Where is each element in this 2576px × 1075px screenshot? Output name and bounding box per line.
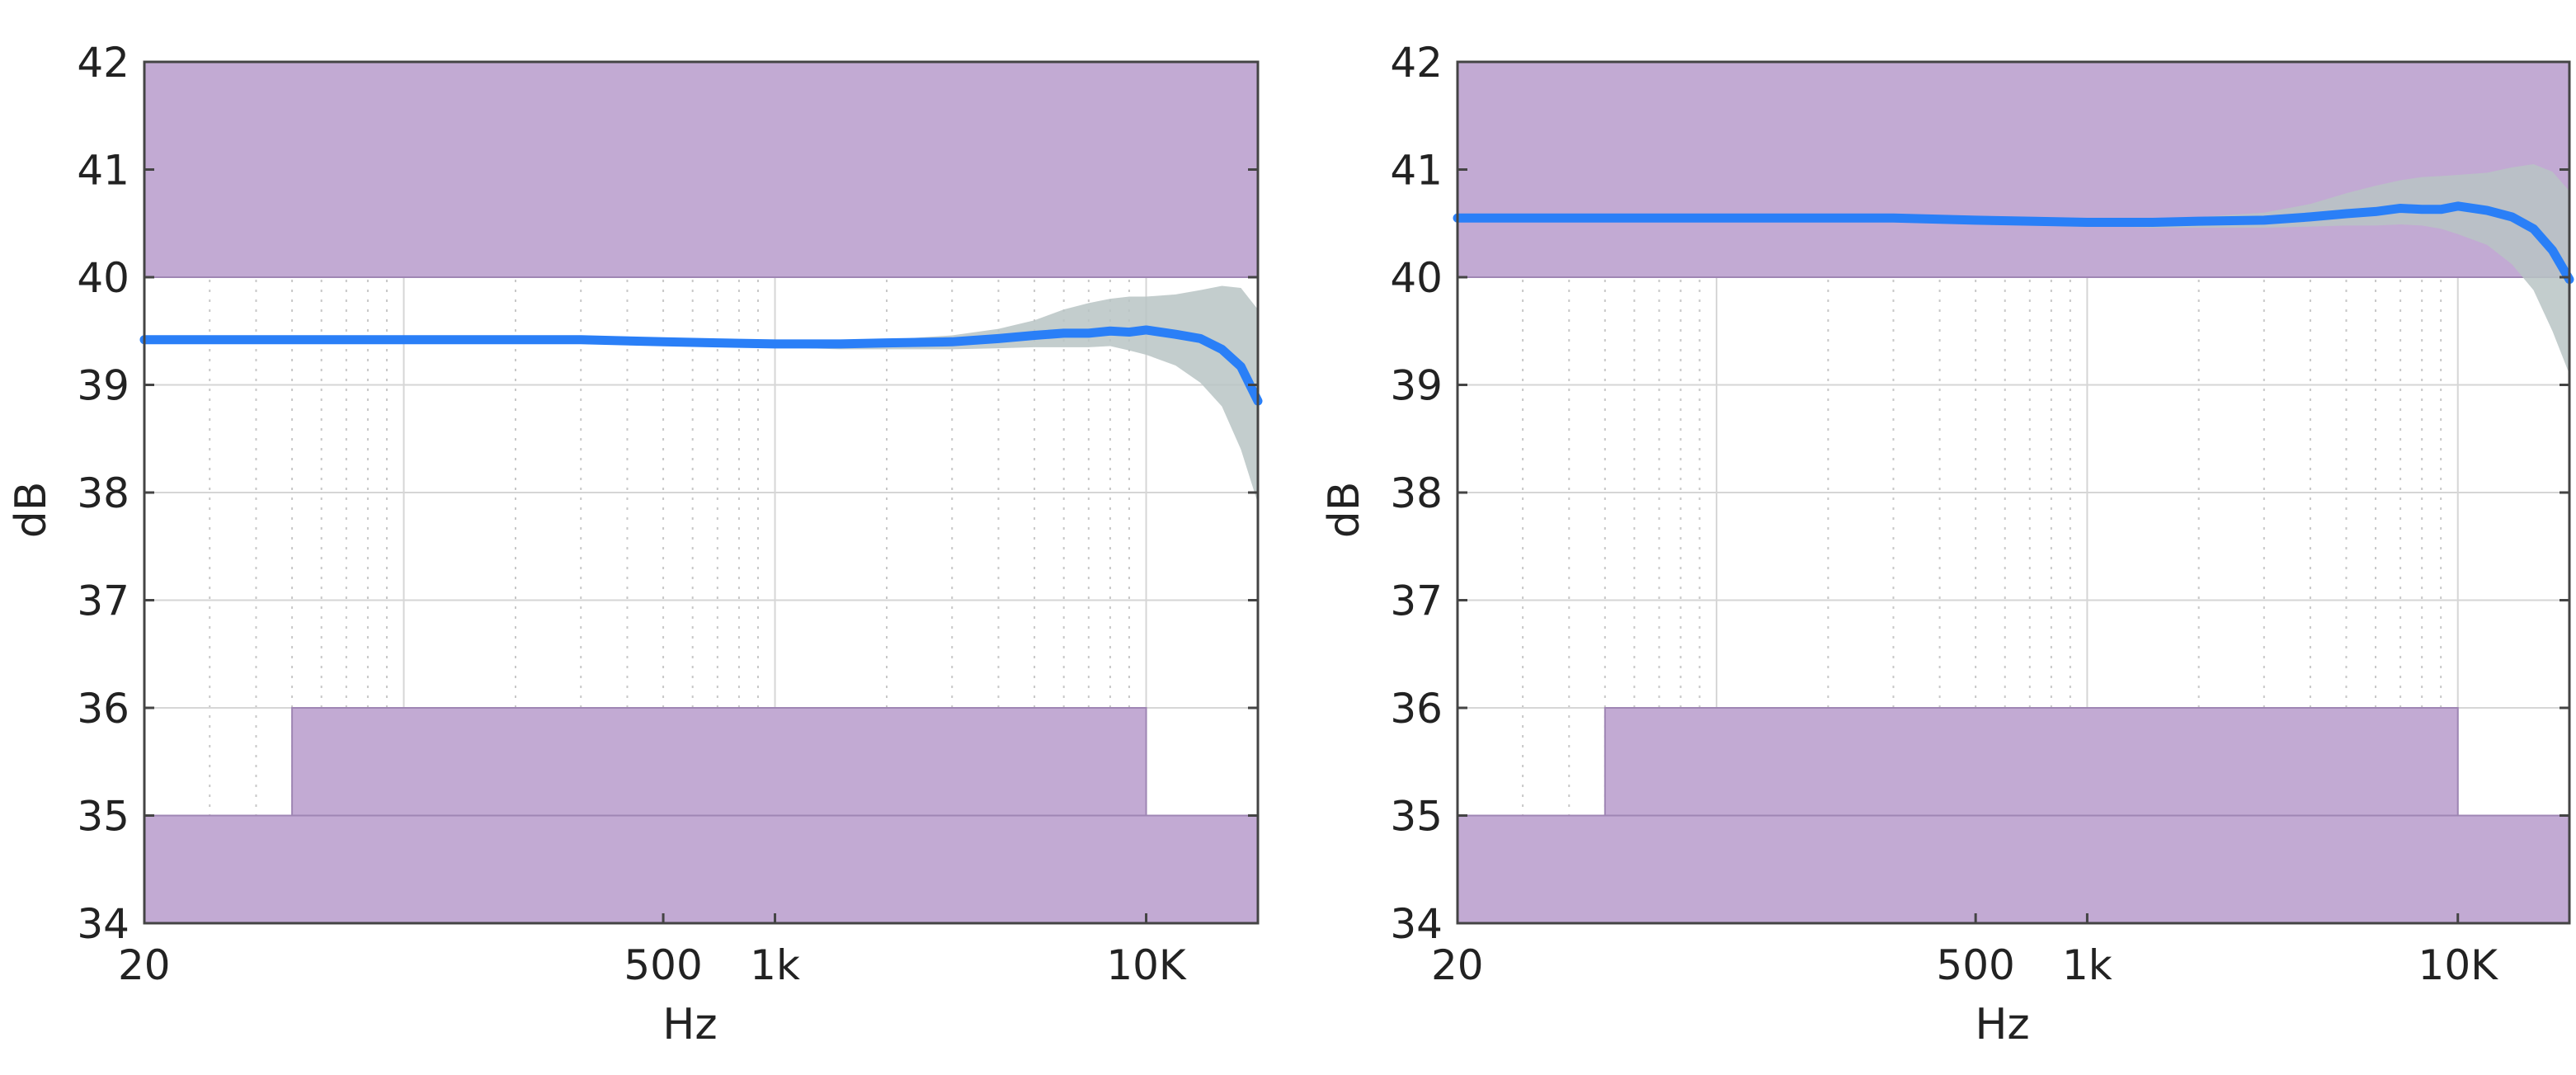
chart-panel-2: 34 35 36 37 38 39 40 41 42 20 500 1k 10K Hz dB	[1320, 39, 2574, 1049]
y-tick-label: 39	[1390, 362, 1443, 410]
x-tick-label: 1k	[2062, 941, 2112, 989]
y-tick-label: 40	[1390, 254, 1443, 302]
y-tick-label: 35	[1390, 793, 1443, 841]
x-tick-label: 10K	[2418, 941, 2499, 989]
y-tick-label: 40	[77, 254, 130, 302]
y-tick-label: 38	[77, 469, 130, 517]
chart-panel-1: 34 35 36 37 38 39 40 41 42 20 500 1k 10K Hz dB	[7, 39, 1263, 1049]
y-axis-label: dB	[1320, 482, 1369, 539]
lower-tolerance-edge	[144, 707, 1258, 817]
x-axis-label: Hz	[662, 1000, 717, 1049]
y-tick-label: 37	[77, 578, 130, 625]
series-line	[1453, 201, 2574, 285]
y-tick-label: 36	[77, 685, 130, 733]
upper-tolerance-band	[144, 62, 1258, 277]
x-tick-label: 20	[1431, 941, 1484, 989]
series-variance-band	[144, 285, 1258, 504]
y-tick-label: 41	[1390, 147, 1443, 195]
x-tick-label: 20	[118, 941, 171, 989]
y-tick-label: 37	[1390, 578, 1443, 625]
x-axis-label: Hz	[1975, 1000, 2029, 1049]
lower-tolerance-edge	[1458, 707, 2569, 817]
y-tick-label: 41	[77, 147, 130, 195]
y-tick-label: 34	[77, 900, 130, 948]
y-tick-label: 34	[1390, 900, 1443, 948]
x-tick-label: 500	[624, 941, 702, 989]
y-axis-label: dB	[7, 482, 56, 539]
y-tick-label: 38	[1390, 469, 1443, 517]
y-tick-label: 36	[1390, 685, 1443, 733]
series-line	[139, 325, 1263, 406]
y-tick-label: 42	[77, 39, 130, 87]
x-tick-label: 1k	[750, 941, 800, 989]
y-tick-label: 35	[77, 793, 130, 841]
y-tick-label: 39	[77, 362, 130, 410]
x-tick-label: 10K	[1106, 941, 1187, 989]
upper-tolerance-band	[1458, 62, 2569, 277]
y-tick-label: 42	[1390, 39, 1443, 87]
x-tick-label: 500	[1936, 941, 2014, 989]
